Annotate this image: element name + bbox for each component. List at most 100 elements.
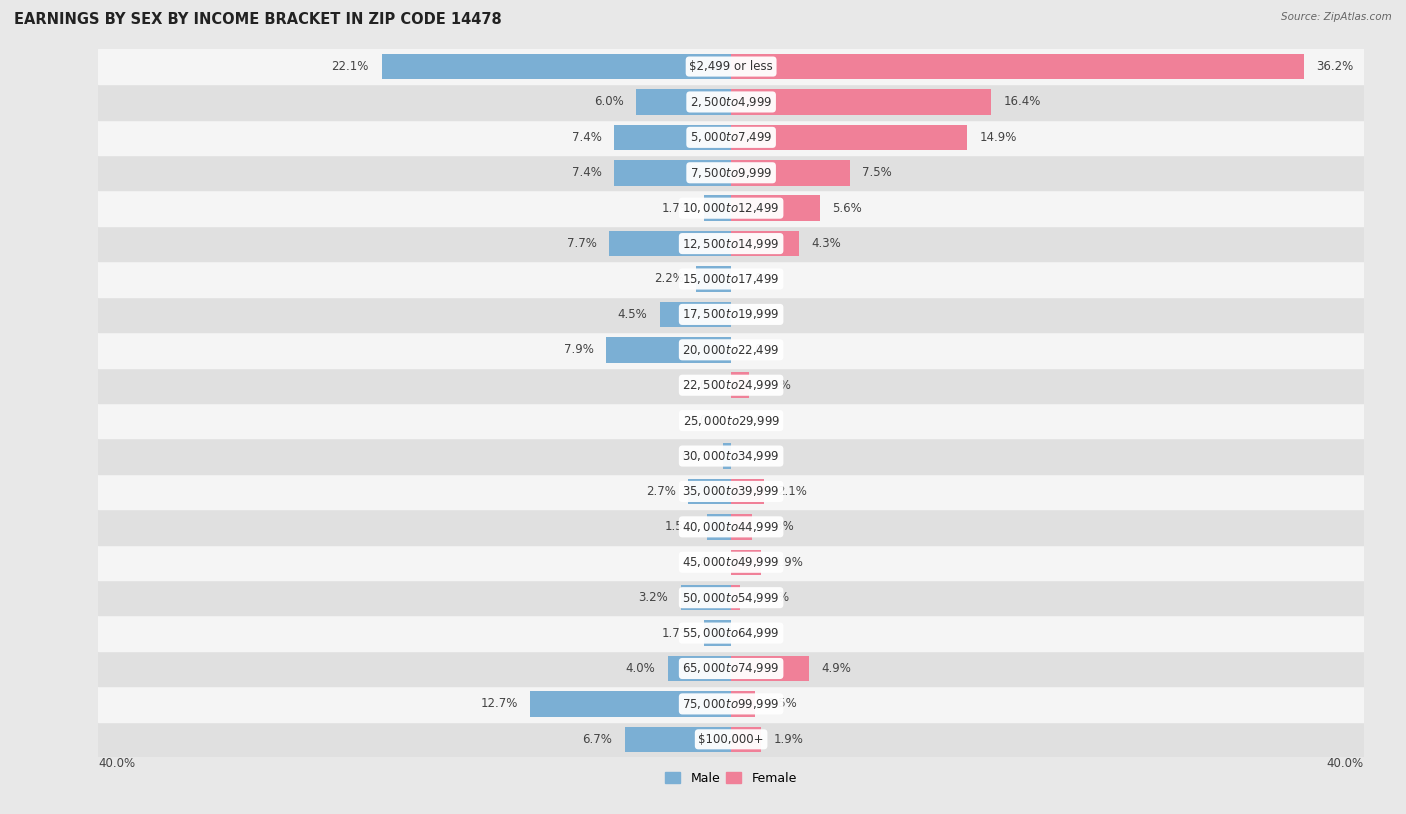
Text: $30,000 to $34,999: $30,000 to $34,999 <box>682 449 780 463</box>
Text: $65,000 to $74,999: $65,000 to $74,999 <box>682 662 780 676</box>
Bar <box>731 727 761 752</box>
Bar <box>98 721 1364 757</box>
Text: 2.2%: 2.2% <box>654 273 683 286</box>
Bar <box>98 438 1364 474</box>
Text: 40.0%: 40.0% <box>1327 757 1364 770</box>
Text: 0.0%: 0.0% <box>689 556 718 569</box>
Bar <box>723 444 731 469</box>
Bar <box>98 49 1364 84</box>
Bar <box>626 727 731 752</box>
Bar <box>98 650 1364 686</box>
Bar <box>98 368 1364 403</box>
Text: $55,000 to $64,999: $55,000 to $64,999 <box>682 626 780 640</box>
Text: 4.3%: 4.3% <box>811 237 842 250</box>
Bar <box>98 545 1364 580</box>
Bar <box>98 84 1364 120</box>
Text: 4.5%: 4.5% <box>617 308 647 321</box>
Text: $35,000 to $39,999: $35,000 to $39,999 <box>682 484 780 498</box>
Text: 0.5%: 0.5% <box>681 449 710 462</box>
Text: 3.2%: 3.2% <box>638 591 668 604</box>
Text: 7.4%: 7.4% <box>572 166 602 179</box>
Bar <box>731 125 967 150</box>
Text: $5,000 to $7,499: $5,000 to $7,499 <box>690 130 772 144</box>
Text: 0.0%: 0.0% <box>744 308 773 321</box>
Text: 22.1%: 22.1% <box>332 60 368 73</box>
Text: 0.0%: 0.0% <box>744 627 773 640</box>
Text: $2,499 or less: $2,499 or less <box>689 60 773 73</box>
Text: 7.4%: 7.4% <box>572 131 602 144</box>
Bar <box>609 231 731 256</box>
Bar <box>696 266 731 291</box>
Bar <box>731 231 799 256</box>
Bar <box>731 90 990 115</box>
Text: 1.5%: 1.5% <box>665 520 695 533</box>
Text: 7.7%: 7.7% <box>567 237 596 250</box>
Text: 16.4%: 16.4% <box>1002 95 1040 108</box>
Text: $25,000 to $29,999: $25,000 to $29,999 <box>682 414 780 427</box>
Bar <box>707 514 731 540</box>
Text: $45,000 to $49,999: $45,000 to $49,999 <box>682 555 780 569</box>
Bar <box>98 686 1364 721</box>
Text: 0.0%: 0.0% <box>744 414 773 427</box>
Bar <box>731 195 820 221</box>
Bar <box>98 296 1364 332</box>
Text: 7.5%: 7.5% <box>862 166 893 179</box>
Text: 2.1%: 2.1% <box>778 485 807 498</box>
Bar <box>614 125 731 150</box>
Bar <box>98 615 1364 650</box>
Text: $2,500 to $4,999: $2,500 to $4,999 <box>690 95 772 109</box>
Bar <box>98 225 1364 261</box>
Bar <box>98 261 1364 296</box>
Text: $15,000 to $17,499: $15,000 to $17,499 <box>682 272 780 286</box>
Bar <box>731 691 755 716</box>
Text: $7,500 to $9,999: $7,500 to $9,999 <box>690 166 772 180</box>
Text: 14.9%: 14.9% <box>980 131 1017 144</box>
Text: $22,500 to $24,999: $22,500 to $24,999 <box>682 379 780 392</box>
Bar <box>731 656 808 681</box>
Text: $17,500 to $19,999: $17,500 to $19,999 <box>682 308 780 322</box>
Bar <box>731 160 849 186</box>
Bar <box>731 585 740 610</box>
Text: 4.9%: 4.9% <box>821 662 851 675</box>
Bar <box>668 656 731 681</box>
Bar <box>98 120 1364 155</box>
Bar <box>731 479 765 504</box>
Text: 4.0%: 4.0% <box>626 662 655 675</box>
Text: Source: ZipAtlas.com: Source: ZipAtlas.com <box>1281 12 1392 22</box>
Bar <box>731 54 1303 79</box>
Text: 7.9%: 7.9% <box>564 344 593 357</box>
Bar <box>614 160 731 186</box>
Bar <box>731 514 752 540</box>
Text: 2.7%: 2.7% <box>645 485 676 498</box>
Text: $75,000 to $99,999: $75,000 to $99,999 <box>682 697 780 711</box>
Text: 1.5%: 1.5% <box>768 698 797 711</box>
Bar <box>98 510 1364 545</box>
Text: $20,000 to $22,499: $20,000 to $22,499 <box>682 343 780 357</box>
Bar <box>731 373 748 398</box>
Text: 0.56%: 0.56% <box>752 591 790 604</box>
Text: 6.7%: 6.7% <box>582 733 613 746</box>
Text: 36.2%: 36.2% <box>1316 60 1354 73</box>
Bar <box>681 585 731 610</box>
Text: 1.9%: 1.9% <box>773 733 804 746</box>
Text: $50,000 to $54,999: $50,000 to $54,999 <box>682 591 780 605</box>
Text: 6.0%: 6.0% <box>593 95 623 108</box>
Text: 0.0%: 0.0% <box>744 344 773 357</box>
Bar <box>530 691 731 716</box>
Text: 0.0%: 0.0% <box>744 449 773 462</box>
Bar <box>636 90 731 115</box>
Text: $10,000 to $12,499: $10,000 to $12,499 <box>682 201 780 215</box>
Bar <box>704 620 731 646</box>
Bar <box>98 474 1364 510</box>
Text: 1.3%: 1.3% <box>765 520 794 533</box>
Text: 1.1%: 1.1% <box>761 379 792 392</box>
Text: 40.0%: 40.0% <box>98 757 135 770</box>
Bar <box>704 195 731 221</box>
Bar <box>98 155 1364 190</box>
Text: 0.0%: 0.0% <box>689 414 718 427</box>
Text: 1.9%: 1.9% <box>773 556 804 569</box>
Bar <box>98 403 1364 438</box>
Bar <box>381 54 731 79</box>
Text: EARNINGS BY SEX BY INCOME BRACKET IN ZIP CODE 14478: EARNINGS BY SEX BY INCOME BRACKET IN ZIP… <box>14 12 502 27</box>
Bar <box>731 549 761 575</box>
